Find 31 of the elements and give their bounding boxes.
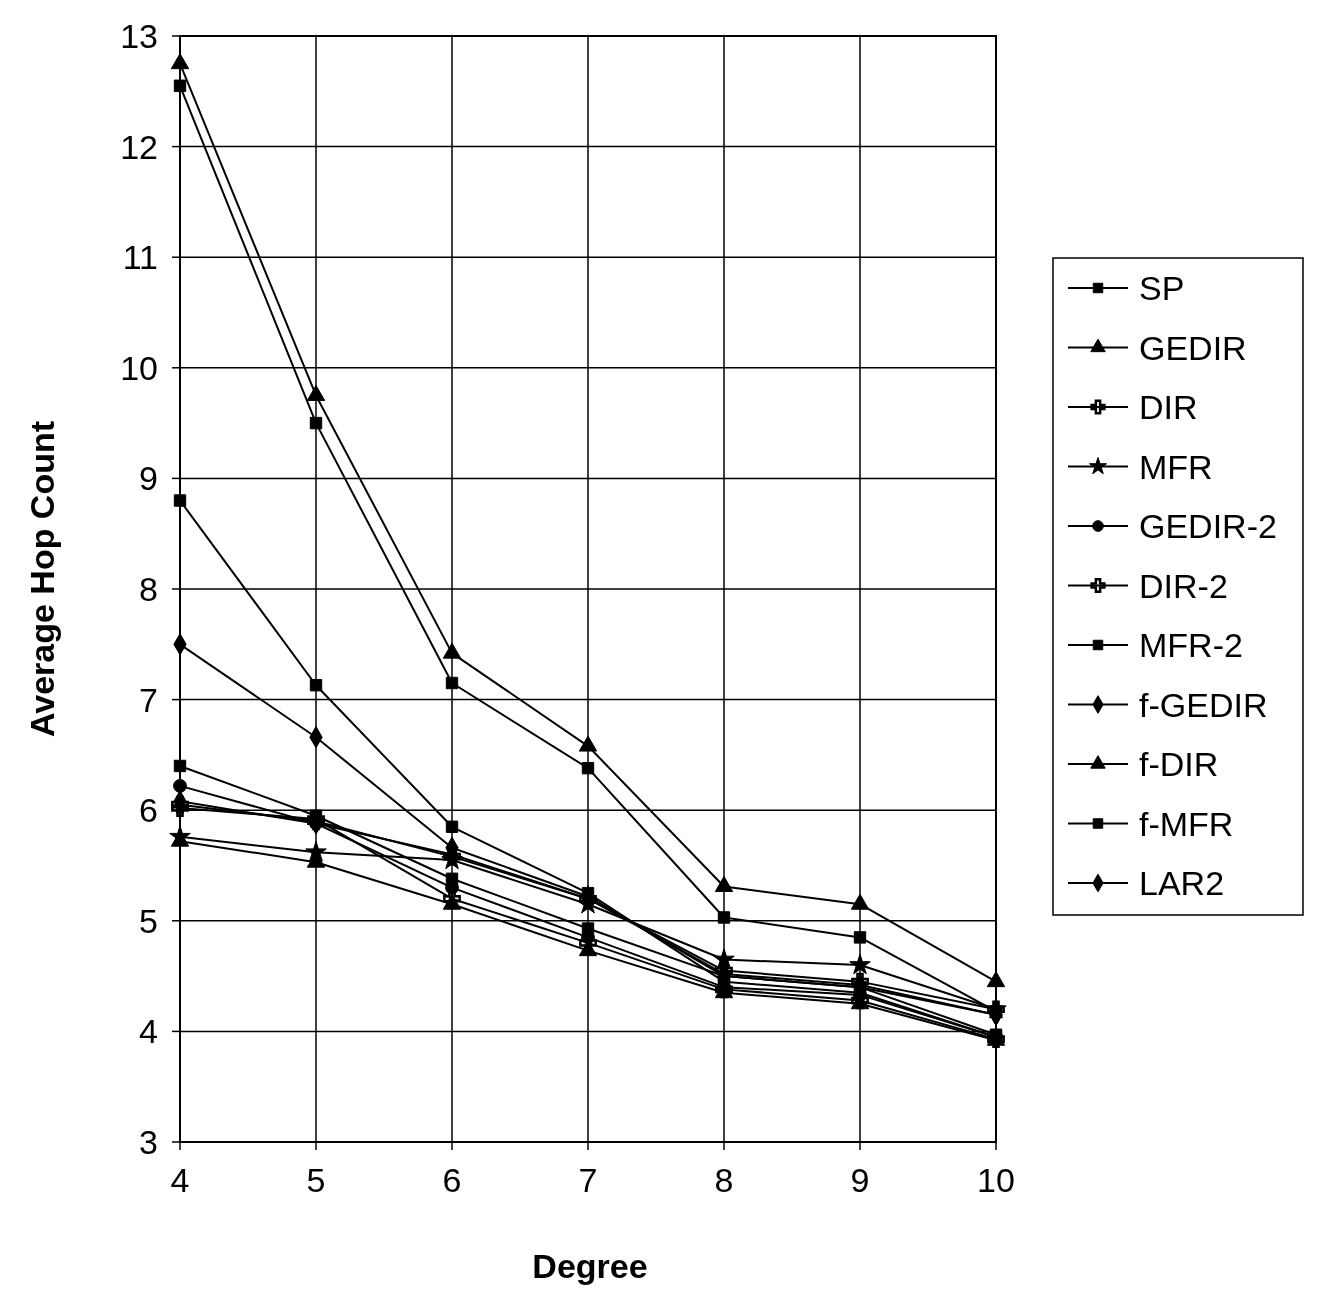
x-tick-label: 5	[306, 1161, 326, 1199]
legend-label: SP	[1139, 269, 1185, 307]
legend-label: GEDIR-2	[1139, 507, 1277, 545]
legend-label: f-MFR	[1139, 804, 1234, 843]
legend-label: MFR-2	[1139, 626, 1243, 664]
y-tick-label: 6	[139, 791, 158, 830]
legend-label: DIR	[1139, 388, 1198, 426]
y-tick-label: 4	[139, 1012, 158, 1051]
y-tick-label: 11	[122, 238, 158, 277]
y-tick-label: 9	[139, 459, 158, 498]
y-tick-label: 12	[120, 127, 158, 166]
legend-label: DIR-2	[1139, 566, 1228, 605]
y-tick-label: 5	[139, 901, 158, 940]
x-tick-label: 6	[442, 1161, 462, 1199]
x-tick-label: 4	[170, 1161, 190, 1199]
legend-label: GEDIR	[1139, 328, 1247, 367]
x-tick-label: 8	[714, 1161, 734, 1199]
x-tick-label: 9	[850, 1161, 870, 1199]
y-tick-label: 7	[139, 680, 158, 719]
x-tick-label: 7	[578, 1161, 598, 1199]
y-tick-label: 10	[120, 348, 158, 387]
y-tick-label: 13	[120, 17, 158, 55]
legend-label: MFR	[1139, 447, 1213, 486]
y-tick-label: 3	[139, 1123, 158, 1161]
x-tick-label: 10	[977, 1161, 1015, 1199]
x-axis-title: Degree	[532, 1247, 648, 1285]
y-tick-label: 8	[139, 570, 158, 608]
legend-label: f-DIR	[1139, 745, 1219, 783]
legend-label: f-GEDIR	[1139, 685, 1268, 724]
legend-label: LAR2	[1139, 864, 1225, 902]
y-axis-title: Average Hop Count	[23, 420, 61, 738]
